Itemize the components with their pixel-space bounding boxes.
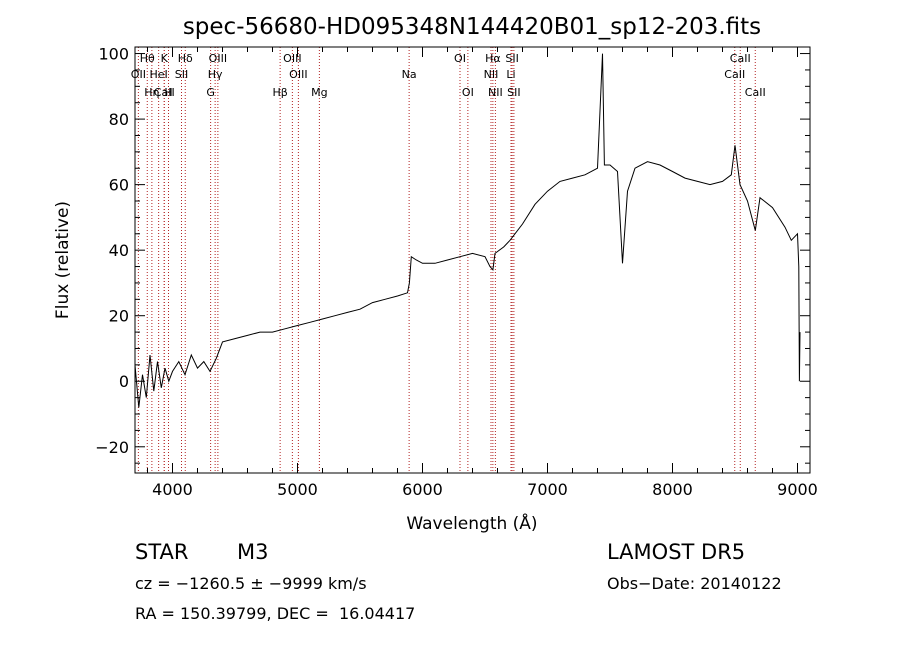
spectrum-line — [134, 53, 801, 408]
x-tick-label: 6000 — [402, 480, 443, 499]
line-marker-label: Mg — [311, 86, 327, 99]
velocity-readout: cz = −1260.5 ± −9999 km/s — [135, 574, 367, 593]
line-marker-label: Hδ — [178, 52, 193, 65]
line-marker-label: Hα — [485, 52, 501, 65]
x-axis: 4000 5000 6000 7000 8000 9000 — [147, 47, 818, 499]
x-tick-label: 7000 — [527, 480, 568, 499]
line-marker-label: G — [206, 86, 215, 99]
line-marker-label: Hβ — [272, 86, 287, 99]
line-marker-label: SII — [507, 86, 520, 99]
line-marker-label: OIII — [289, 68, 307, 81]
y-axis-label: Flux (relative) — [53, 201, 73, 319]
line-marker-label: OI — [454, 52, 466, 65]
y-tick-label: −20 — [95, 438, 129, 457]
y-tick-label: 40 — [109, 241, 129, 260]
line-marker-label: NII — [488, 86, 503, 99]
line-marker-label: Na — [402, 68, 417, 81]
line-marker-label: SII — [175, 68, 188, 81]
chart-title: spec-56680-HD095348N144420B01_sp12-203.f… — [183, 14, 761, 40]
line-marker-label: CaII — [154, 86, 175, 99]
line-marker-label: OIII — [209, 52, 227, 65]
y-tick-label: 20 — [109, 307, 129, 326]
y-tick-label: 60 — [109, 176, 129, 195]
line-marker-label: H — [164, 86, 172, 99]
obs-date: Obs−Date: 20140122 — [607, 574, 782, 593]
line-markers — [137, 47, 756, 473]
line-marker-label: CaII — [745, 86, 766, 99]
x-tick-label: 5000 — [277, 480, 318, 499]
line-marker-label: OIII — [283, 52, 301, 65]
x-axis-label: Wavelength (Å) — [406, 512, 537, 534]
line-marker-label: CaII — [724, 68, 745, 81]
line-marker-label: OI — [462, 86, 474, 99]
y-tick-label: 100 — [98, 45, 129, 64]
line-marker-label: SII — [505, 52, 518, 65]
plot-frame — [134, 46, 811, 474]
coordinates: RA = 150.39799, DEC = 16.04417 — [135, 604, 416, 623]
x-tick-label: 9000 — [777, 480, 818, 499]
line-marker-label: NII — [484, 68, 499, 81]
line-marker-label: HeI — [149, 68, 167, 81]
object-class: STAR — [135, 540, 189, 564]
object-subclass: M3 — [237, 540, 269, 564]
x-tick-label: 8000 — [652, 480, 693, 499]
y-axis: −20 0 20 40 60 80 100 — [95, 45, 810, 464]
line-marker-label: CaII — [730, 52, 751, 65]
survey-name: LAMOST DR5 — [607, 540, 746, 564]
x-tick-label: 4000 — [152, 480, 193, 499]
line-marker-label: Hγ — [208, 68, 223, 81]
y-tick-label: 80 — [109, 110, 129, 129]
line-marker-label: Hη — [144, 86, 159, 99]
y-tick-label: 0 — [119, 372, 129, 391]
line-marker-label: Li — [506, 68, 515, 81]
line-marker-label: Hθ — [140, 52, 155, 65]
line-marker-label: K — [161, 52, 169, 65]
